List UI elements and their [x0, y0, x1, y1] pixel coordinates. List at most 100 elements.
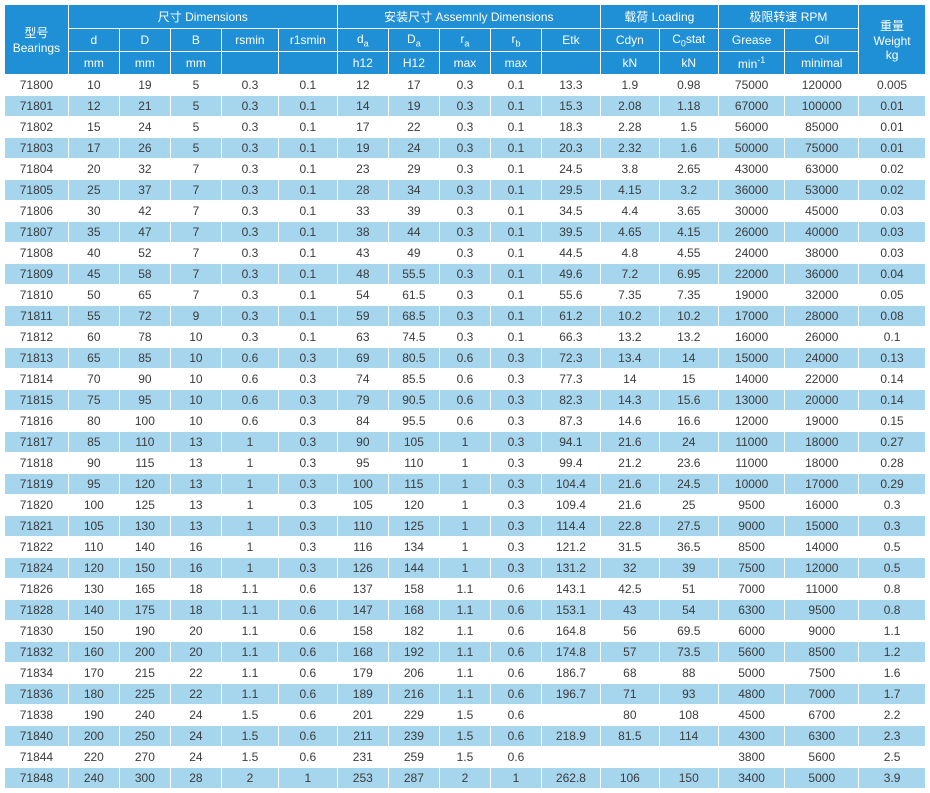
cell-r1smin: 0.3	[278, 516, 337, 537]
col-weight: 重量 Weight kg	[859, 5, 926, 75]
cell-Cdyn: 21.6	[600, 474, 659, 495]
cell-D: 85	[119, 348, 170, 369]
cell-Da: 259	[388, 747, 439, 768]
cell-rb: 0.1	[490, 117, 541, 138]
cell-rsmin: 1	[221, 516, 278, 537]
cell-da: 253	[337, 768, 388, 789]
cell-r1smin: 1	[278, 768, 337, 789]
cell-Cdyn: 42.5	[600, 579, 659, 600]
cell-B: 13	[170, 474, 221, 495]
cell-Weight: 0.01	[859, 96, 926, 117]
cell-Grease: 8500	[718, 537, 785, 558]
cell-Da: 115	[388, 474, 439, 495]
cell-ra: 1	[439, 432, 490, 453]
cell-C0stat: 0.98	[659, 75, 718, 96]
cell-B: 24	[170, 726, 221, 747]
cell-ra: 0.3	[439, 243, 490, 264]
cell-Cdyn: 3.8	[600, 159, 659, 180]
cell-da: 179	[337, 663, 388, 684]
table-row: 71819951201310.310011510.3104.421.624.51…	[5, 474, 926, 495]
cell-rb: 0.3	[490, 474, 541, 495]
cell-Cdyn: 4.8	[600, 243, 659, 264]
cell-Weight: 0.08	[859, 306, 926, 327]
cell-C0stat: 6.95	[659, 264, 718, 285]
cell-Weight: 1.1	[859, 621, 926, 642]
cell-Etk: 66.3	[541, 327, 600, 348]
cell-r1smin: 0.3	[278, 495, 337, 516]
cell-da: 54	[337, 285, 388, 306]
unit-min1: min-1	[718, 52, 785, 75]
table-row: 71844220270241.50.62312591.50.6380056002…	[5, 747, 926, 768]
cell-da: 110	[337, 516, 388, 537]
cell-Bearings: 71817	[5, 432, 69, 453]
cell-da: 168	[337, 642, 388, 663]
cell-C0stat: 108	[659, 705, 718, 726]
cell-Weight: 0.3	[859, 516, 926, 537]
cell-Oil: 26000	[785, 327, 859, 348]
cell-ra: 0.6	[439, 369, 490, 390]
cell-Weight: 0.005	[859, 75, 926, 96]
cell-B: 13	[170, 495, 221, 516]
cell-Etk: 82.3	[541, 390, 600, 411]
cell-C0stat: 25	[659, 495, 718, 516]
cell-da: 74	[337, 369, 388, 390]
cell-B: 5	[170, 75, 221, 96]
table-row: 71838190240241.50.62012291.50.6801084500…	[5, 705, 926, 726]
cell-Oil: 75000	[785, 138, 859, 159]
cell-Da: 110	[388, 453, 439, 474]
cell-Grease: 6300	[718, 600, 785, 621]
cell-Grease: 12000	[718, 411, 785, 432]
cell-D: 165	[119, 579, 170, 600]
cell-ra: 0.6	[439, 411, 490, 432]
cell-Bearings: 71820	[5, 495, 69, 516]
cell-B: 7	[170, 159, 221, 180]
cell-da: 79	[337, 390, 388, 411]
cell-Bearings: 71804	[5, 159, 69, 180]
cell-Grease: 4300	[718, 726, 785, 747]
cell-Oil: 16000	[785, 495, 859, 516]
cell-ra: 0.3	[439, 138, 490, 159]
cell-B: 7	[170, 264, 221, 285]
cell-d: 35	[68, 222, 119, 243]
cell-Grease: 11000	[718, 453, 785, 474]
cell-C0stat: 1.5	[659, 117, 718, 138]
cell-Bearings: 71840	[5, 726, 69, 747]
cell-Weight: 2.3	[859, 726, 926, 747]
cell-d: 45	[68, 264, 119, 285]
cell-d: 25	[68, 180, 119, 201]
cell-Bearings: 71838	[5, 705, 69, 726]
cell-da: 90	[337, 432, 388, 453]
cell-r1smin: 0.6	[278, 600, 337, 621]
cell-rb: 0.1	[490, 138, 541, 159]
table-row: 71828140175181.10.61471681.10.6153.14354…	[5, 600, 926, 621]
cell-Cdyn: 14.3	[600, 390, 659, 411]
cell-ra: 1	[439, 453, 490, 474]
cell-ra: 1	[439, 558, 490, 579]
table-row: 71817851101310.39010510.394.121.62411000…	[5, 432, 926, 453]
cell-Cdyn: 21.6	[600, 495, 659, 516]
cell-C0stat: 4.15	[659, 222, 718, 243]
cell-Weight: 2.2	[859, 705, 926, 726]
cell-r1smin: 0.3	[278, 411, 337, 432]
cell-Etk: 20.3	[541, 138, 600, 159]
cell-B: 10	[170, 348, 221, 369]
cell-ra: 0.3	[439, 264, 490, 285]
cell-Da: 229	[388, 705, 439, 726]
cell-Oil: 45000	[785, 201, 859, 222]
cell-da: 43	[337, 243, 388, 264]
cell-Oil: 17000	[785, 474, 859, 495]
table-body: 71800101950.30.112170.30.113.31.90.98750…	[5, 75, 926, 789]
cell-da: 38	[337, 222, 388, 243]
cell-D: 175	[119, 600, 170, 621]
cell-Cdyn: 68	[600, 663, 659, 684]
cell-r1smin: 0.6	[278, 642, 337, 663]
cell-B: 10	[170, 327, 221, 348]
cell-Etk: 55.6	[541, 285, 600, 306]
cell-da: 189	[337, 684, 388, 705]
cell-D: 52	[119, 243, 170, 264]
cell-ra: 0.3	[439, 222, 490, 243]
cell-B: 24	[170, 747, 221, 768]
cell-Bearings: 71811	[5, 306, 69, 327]
cell-rsmin: 1	[221, 537, 278, 558]
cell-C0stat: 1.6	[659, 138, 718, 159]
